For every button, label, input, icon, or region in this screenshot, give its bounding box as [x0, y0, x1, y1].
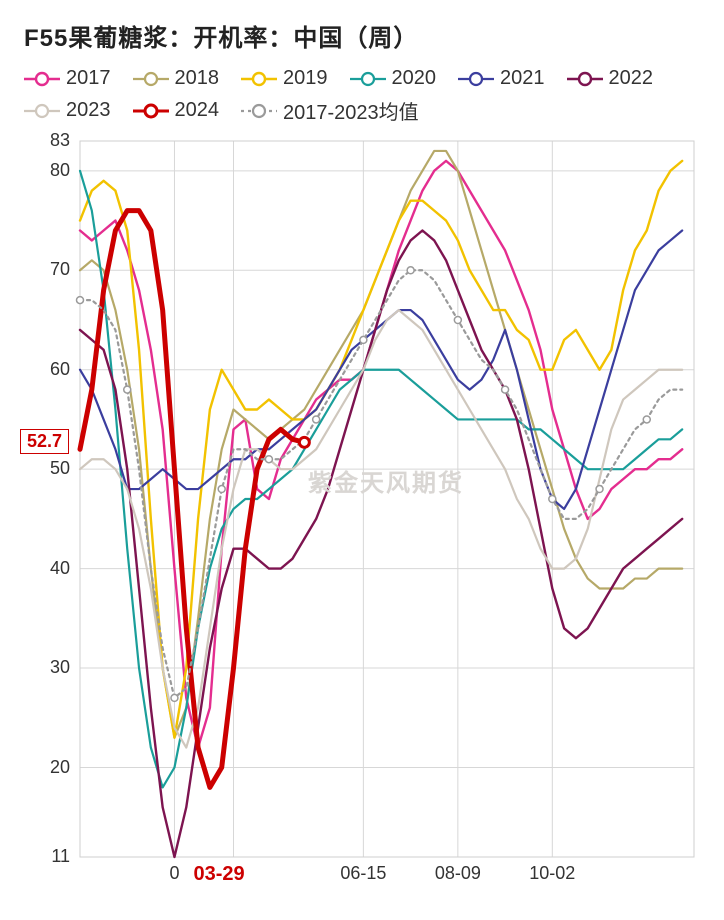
legend-label: 2022 [609, 67, 654, 90]
legend-item-2019[interactable]: 2019 [241, 67, 328, 90]
legend-swatch-icon [24, 70, 60, 88]
legend-label: 2018 [175, 67, 220, 90]
current-value-callout: 52.7 [20, 429, 69, 454]
legend-item-2017-2023均值[interactable]: 2017-2023均值 [241, 96, 419, 125]
legend-label: 2023 [66, 99, 111, 122]
x-tick-label: 10-02 [512, 863, 592, 884]
y-tick-label: 60 [18, 359, 70, 380]
legend-swatch-icon [133, 102, 169, 120]
legend-label: 2017 [66, 67, 111, 90]
x-tick-label: 06-15 [323, 863, 403, 884]
legend-item-2018[interactable]: 2018 [133, 67, 220, 90]
legend-label: 2017-2023均值 [283, 96, 419, 125]
y-tick-label: 70 [18, 259, 70, 280]
x-tick-label: 08-09 [418, 863, 498, 884]
y-tick-label: 20 [18, 757, 70, 778]
legend-swatch-icon [133, 70, 169, 88]
chart-container: F55果葡糖浆：开机率：中国（周） 2017201820192020202120… [0, 0, 724, 920]
plot-area: 紫金天风期货 112030405060708083003-2906-1508-0… [18, 133, 706, 893]
y-tick-label: 40 [18, 558, 70, 579]
series-2017 [80, 161, 682, 748]
legend-swatch-icon [458, 70, 494, 88]
legend-swatch-icon [24, 102, 60, 120]
series-2019 [80, 161, 682, 738]
legend-item-2020[interactable]: 2020 [350, 67, 437, 90]
legend-item-2021[interactable]: 2021 [458, 67, 545, 90]
legend-item-2017[interactable]: 2017 [24, 67, 111, 90]
y-tick-label: 80 [18, 160, 70, 181]
y-tick-label: 83 [18, 130, 70, 151]
legend-label: 2021 [500, 67, 545, 90]
series-2017-2023均值 [80, 270, 682, 698]
legend-label: 2019 [283, 67, 328, 90]
y-tick-label: 50 [18, 458, 70, 479]
legend-swatch-icon [350, 70, 386, 88]
chart-title: F55果葡糖浆：开机率：中国（周） [24, 18, 706, 53]
chart-svg [18, 133, 706, 893]
legend-label: 2020 [392, 67, 437, 90]
x-tick-highlight: 03-29 [194, 863, 274, 886]
legend-item-2024[interactable]: 2024 [133, 96, 220, 125]
legend-label: 2024 [175, 99, 220, 122]
y-tick-label: 11 [18, 846, 70, 867]
y-tick-label: 30 [18, 657, 70, 678]
legend-item-2023[interactable]: 2023 [24, 96, 111, 125]
legend-swatch-icon [567, 70, 603, 88]
legend-swatch-icon [241, 102, 277, 120]
series-2024 [80, 211, 304, 788]
legend-item-2022[interactable]: 2022 [567, 67, 654, 90]
legend: 2017 2018 2019 2020 2021 2022 2023 2024 2017-202… [24, 67, 706, 125]
legend-swatch-icon [241, 70, 277, 88]
